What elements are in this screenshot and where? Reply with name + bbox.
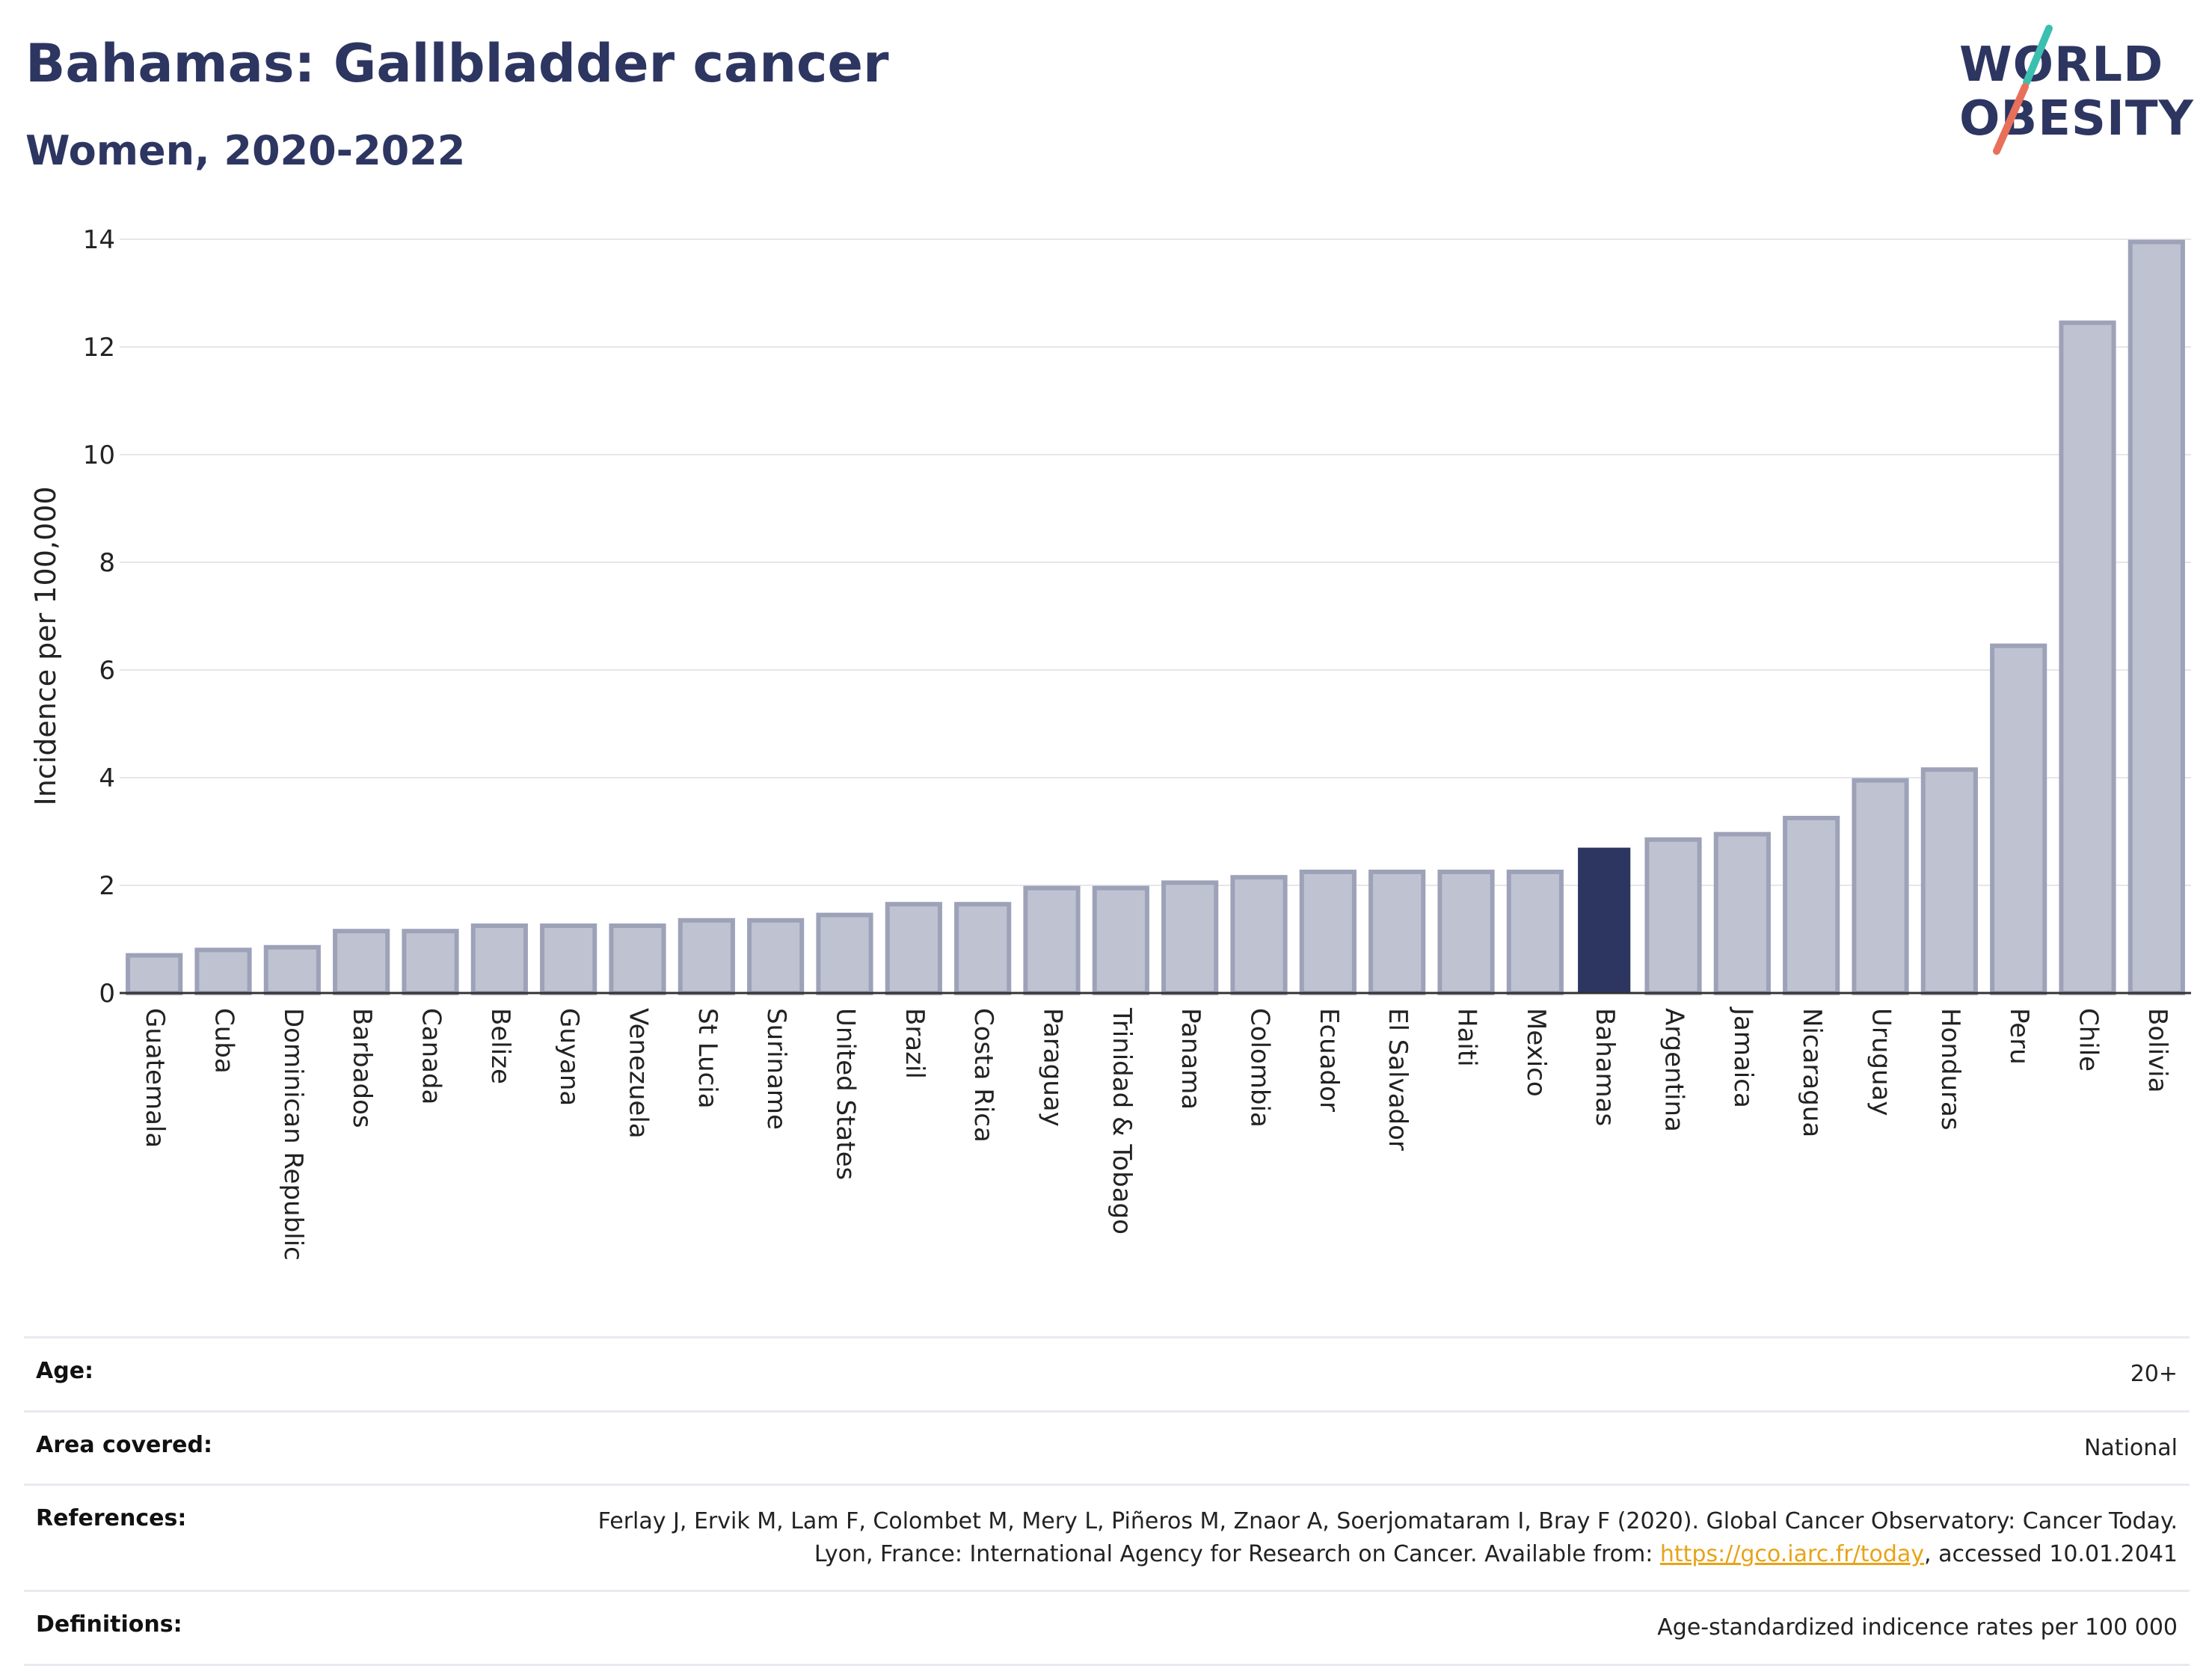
bar-colombia <box>1230 875 1288 996</box>
bar-nicaragua <box>1783 816 1840 995</box>
x-tick-label: Costa Rica <box>968 1008 998 1143</box>
bar-suriname <box>747 917 805 995</box>
bar-peru <box>1990 643 2047 995</box>
x-tick-label: Canada <box>417 1008 446 1104</box>
x-tick-label: Guatemala <box>140 1008 170 1148</box>
bar-united-states <box>816 912 873 995</box>
bar-chile <box>2059 320 2116 996</box>
bar-belize <box>470 923 528 995</box>
x-tick-label: Venezuela <box>624 1008 654 1139</box>
gridlines <box>120 239 2191 886</box>
area-value: National <box>2083 1434 2178 1461</box>
x-tick-label: Cuba <box>209 1008 239 1074</box>
x-tick-label: Haiti <box>1452 1008 1482 1067</box>
x-tick-label: Brazil <box>900 1008 930 1079</box>
y-tick-label: 10 <box>83 440 115 470</box>
x-tick-label: Mexico <box>1521 1008 1551 1097</box>
age-label: Age: <box>36 1358 94 1384</box>
x-tick-label: Dominican Republic <box>278 1008 308 1261</box>
x-tick-label: Belize <box>485 1008 515 1084</box>
x-tick-label: Suriname <box>761 1008 791 1130</box>
bar-bahamas <box>1578 847 1631 993</box>
y-tick-label: 6 <box>99 656 115 686</box>
logo-word-obesity: OBESITY <box>1959 91 2194 147</box>
bar-canada <box>402 929 459 996</box>
x-tick-label: United States <box>831 1008 861 1180</box>
x-tick-label: Honduras <box>1935 1008 1965 1131</box>
bar-jamaica <box>1713 832 1771 995</box>
bar-argentina <box>1644 837 1702 995</box>
info-row-age: Age: 20+ <box>24 1336 2190 1410</box>
y-tick-label: 0 <box>99 979 115 1009</box>
world-obesity-logo: WORLD OBESITY <box>1959 25 2194 155</box>
references-value: Ferlay J, Ervik M, Lam F, Colombet M, Me… <box>570 1505 2178 1570</box>
y-tick-label: 12 <box>83 333 115 363</box>
chart-title: Bahamas: Gallbladder cancer <box>25 33 889 94</box>
info-row-definitions: Definitions: Age-standardized indicence … <box>24 1590 2190 1666</box>
axes: 0 2 4 6 8 10 12 14 Guatemala Cuba Dominican Republ… <box>83 225 2191 1261</box>
x-tick-label: Jamaica <box>1728 1006 1758 1108</box>
definitions-value: Age-standardized indicence rates per 100… <box>1657 1614 2178 1641</box>
bar-cuba <box>194 947 252 996</box>
x-tick-label: Guyana <box>554 1008 584 1106</box>
logo-word-world: WORLD <box>1959 37 2163 93</box>
x-tick-label: Chile <box>2074 1008 2104 1072</box>
x-tick-label: Barbados <box>347 1008 377 1128</box>
bar-guatemala <box>126 953 183 995</box>
bar-trinidad-tobago <box>1092 885 1149 995</box>
x-tick-label: Uruguay <box>1867 1008 1896 1116</box>
x-tick-label: Bahamas <box>1590 1008 1620 1126</box>
x-tick-label: Trinidad & Tobago <box>1107 1007 1137 1235</box>
x-tick-label: Panama <box>1176 1008 1205 1110</box>
references-accessed: , accessed 10.01.2041 <box>1924 1540 2178 1567</box>
x-tick-label: Colombia <box>1245 1008 1275 1128</box>
x-tick-label: Bolivia <box>2142 1008 2172 1092</box>
x-tick-label: Argentina <box>1659 1008 1689 1132</box>
bar-brazil <box>885 902 942 996</box>
bar-mexico <box>1506 870 1564 995</box>
area-label: Area covered: <box>36 1431 212 1458</box>
y-tick-label: 4 <box>99 763 115 793</box>
bar-paraguay <box>1023 885 1081 995</box>
references-label: References: <box>36 1505 187 1531</box>
chart-subtitle: Women, 2020-2022 <box>25 127 466 174</box>
bar-st-lucia <box>678 917 735 995</box>
bar-el-salvador <box>1368 870 1426 995</box>
definitions-label: Definitions: <box>36 1611 182 1638</box>
bar-panama <box>1161 880 1219 996</box>
x-tick-label: Nicaragua <box>1797 1008 1827 1137</box>
bar-uruguay <box>1852 778 1909 995</box>
info-row-area: Area covered: National <box>24 1410 2190 1484</box>
y-tick-label: 2 <box>99 871 115 901</box>
x-tick-label: Peru <box>2004 1008 2034 1065</box>
y-tick-label: 14 <box>83 225 115 255</box>
bar-ecuador <box>1299 870 1357 995</box>
y-tick-label: 8 <box>99 548 115 578</box>
age-value: 20+ <box>2130 1361 2178 1387</box>
bar-honduras <box>1920 767 1978 995</box>
references-text: Ferlay J, Ervik M, Lam F, Colombet M, Me… <box>597 1508 2178 1567</box>
bars <box>126 239 2185 996</box>
bar-haiti <box>1437 870 1495 995</box>
logo-slash-coral <box>1993 83 2029 155</box>
x-tick-label: El Salvador <box>1383 1008 1413 1151</box>
logo-slash-teal <box>2023 25 2053 86</box>
bar-costa-rica <box>954 902 1012 996</box>
x-tick-label: Ecuador <box>1314 1008 1344 1112</box>
info-row-references: References: Ferlay J, Ervik M, Lam F, Co… <box>24 1484 2190 1590</box>
info-table: Age: 20+ Area covered: National Referenc… <box>24 1336 2190 1666</box>
bar-chart: 0 2 4 6 8 10 12 14 Guatemala Cuba Dominican Republ… <box>29 225 2191 1261</box>
bar-bolivia <box>2127 239 2185 996</box>
bar-barbados <box>333 929 390 996</box>
bar-guyana <box>540 923 597 995</box>
x-tick-label: Paraguay <box>1038 1008 1068 1127</box>
y-axis-title: Incidence per 100,000 <box>29 486 62 805</box>
references-link[interactable]: https://gco.iarc.fr/today <box>1659 1540 1925 1567</box>
x-tick-label: St Lucia <box>692 1008 722 1109</box>
bar-venezuela <box>609 923 666 995</box>
bar-dominican-republic <box>263 944 321 995</box>
